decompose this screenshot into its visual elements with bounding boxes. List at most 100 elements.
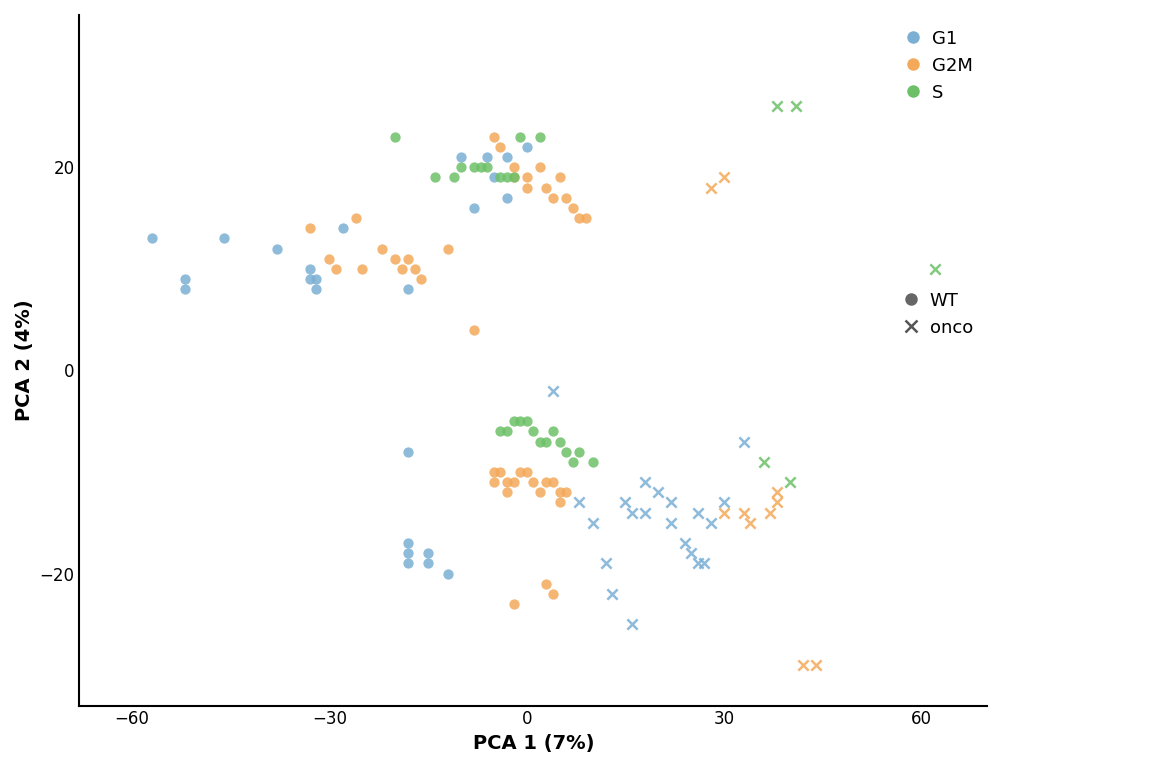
Point	[465, 202, 484, 214]
Point	[498, 171, 516, 184]
Point	[735, 506, 753, 518]
Point	[301, 263, 319, 275]
Point	[425, 171, 444, 184]
Point	[505, 171, 523, 184]
Point	[485, 476, 503, 488]
Point	[491, 171, 509, 184]
Point	[517, 171, 536, 184]
Point	[347, 212, 365, 224]
Point	[399, 283, 417, 296]
Point	[767, 101, 786, 113]
Point	[616, 496, 635, 508]
Point	[485, 171, 503, 184]
Point	[570, 445, 589, 458]
Point	[485, 466, 503, 478]
Point	[505, 171, 523, 184]
Point	[419, 558, 438, 570]
Point	[531, 486, 550, 498]
X-axis label: PCA 1 (7%): PCA 1 (7%)	[472, 734, 594, 753]
Point	[505, 476, 523, 488]
Point	[558, 192, 576, 204]
Point	[439, 243, 457, 255]
Point	[570, 212, 589, 224]
Point	[537, 578, 555, 590]
Point	[577, 212, 596, 224]
Point	[761, 506, 780, 518]
Point	[465, 161, 484, 174]
Point	[399, 445, 417, 458]
Point	[551, 171, 569, 184]
Point	[399, 547, 417, 559]
Point	[465, 323, 484, 336]
Point	[682, 547, 700, 559]
Point	[702, 181, 720, 194]
Point	[636, 476, 654, 488]
Point	[412, 273, 431, 285]
Point	[498, 192, 516, 204]
Point	[445, 171, 463, 184]
Point	[517, 466, 536, 478]
Point	[755, 455, 773, 468]
Point	[558, 445, 576, 458]
Point	[602, 588, 621, 600]
Point	[570, 496, 589, 508]
Point	[537, 435, 555, 448]
Point	[511, 415, 530, 427]
Point	[636, 506, 654, 518]
Point	[531, 435, 550, 448]
Point	[715, 171, 734, 184]
Y-axis label: PCA 2 (4%): PCA 2 (4%)	[15, 300, 35, 421]
Point	[675, 537, 694, 549]
Point	[551, 496, 569, 508]
Point	[386, 253, 404, 265]
Point	[735, 435, 753, 448]
Point	[399, 537, 417, 549]
Point	[517, 141, 536, 153]
Point	[695, 558, 713, 570]
Point	[215, 232, 234, 244]
Point	[511, 466, 530, 478]
Point	[373, 243, 392, 255]
Point	[767, 496, 786, 508]
Point	[439, 568, 457, 580]
Point	[505, 415, 523, 427]
Point	[517, 181, 536, 194]
Point	[544, 425, 562, 438]
Point	[544, 192, 562, 204]
Point	[544, 385, 562, 397]
Point	[491, 425, 509, 438]
Point	[333, 222, 351, 234]
Point	[143, 232, 161, 244]
Point	[623, 618, 642, 631]
Point	[715, 506, 734, 518]
Point	[767, 486, 786, 498]
Point	[563, 455, 582, 468]
Point	[794, 659, 812, 671]
Point	[491, 466, 509, 478]
Point	[327, 263, 346, 275]
Point	[689, 558, 707, 570]
Point	[406, 263, 424, 275]
Point	[531, 161, 550, 174]
Point	[511, 131, 530, 143]
Point	[551, 435, 569, 448]
Point	[498, 476, 516, 488]
Point	[925, 263, 943, 275]
Point	[689, 506, 707, 518]
Point	[399, 558, 417, 570]
Point	[393, 263, 411, 275]
Point	[498, 151, 516, 164]
Point	[781, 476, 799, 488]
Point	[563, 202, 582, 214]
Point	[623, 506, 642, 518]
Point	[478, 161, 497, 174]
Point	[267, 243, 286, 255]
Point	[597, 558, 615, 570]
Point	[301, 273, 319, 285]
Point	[498, 425, 516, 438]
Point	[471, 161, 490, 174]
Point	[308, 273, 326, 285]
Point	[320, 253, 339, 265]
Point	[583, 455, 601, 468]
Point	[662, 517, 681, 529]
